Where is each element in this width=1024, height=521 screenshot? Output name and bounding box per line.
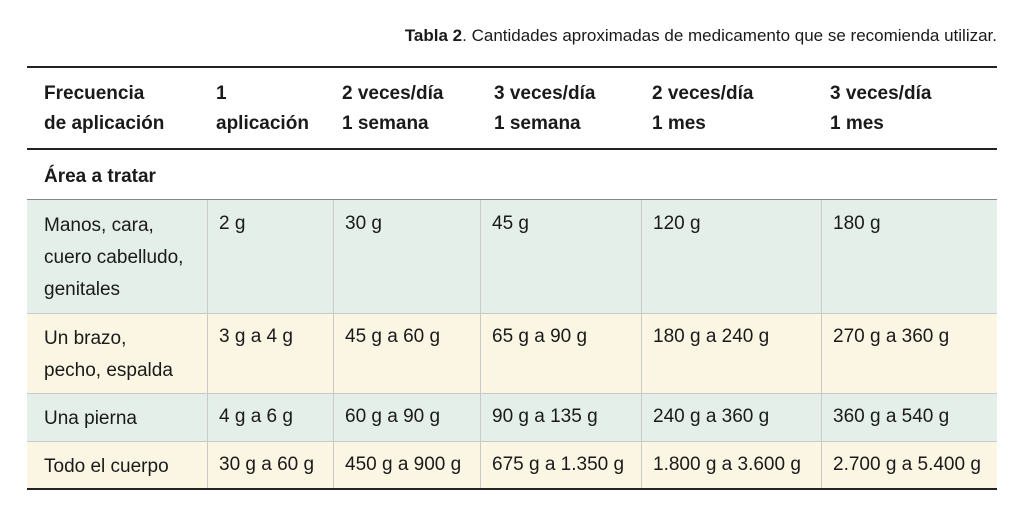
area-text: pecho, espalda bbox=[44, 360, 173, 381]
cell: 90 g a 135 g bbox=[492, 406, 598, 427]
cell: 3 g a 4 g bbox=[219, 326, 293, 347]
col-rule bbox=[207, 441, 208, 489]
area-text: Manos, cara, bbox=[44, 215, 154, 236]
area-text: cuero cabelludo, bbox=[44, 247, 184, 268]
cell: 270 g a 360 g bbox=[833, 326, 950, 347]
header-text: 1 semana bbox=[494, 113, 581, 134]
col-rule bbox=[641, 200, 642, 313]
rule bbox=[27, 199, 997, 200]
col-rule bbox=[333, 313, 334, 393]
col-rule bbox=[641, 313, 642, 393]
row-bg bbox=[27, 313, 997, 393]
cell: 675 g a 1.350 g bbox=[492, 454, 625, 475]
header-text: 1 mes bbox=[652, 113, 706, 134]
section-label: Área a tratar bbox=[44, 166, 156, 187]
col-rule bbox=[207, 200, 208, 313]
col-rule bbox=[480, 441, 481, 489]
col-rule bbox=[480, 313, 481, 393]
row-bg bbox=[27, 441, 997, 489]
col-rule bbox=[821, 313, 822, 393]
cell: 2 g bbox=[219, 213, 246, 234]
cell: 180 g a 240 g bbox=[653, 326, 770, 347]
caption: Tabla 2. Cantidades aproximadas de medic… bbox=[405, 26, 997, 46]
caption-text: . Cantidades aproximadas de medicamento … bbox=[462, 26, 997, 45]
cell: 360 g a 540 g bbox=[833, 406, 950, 427]
col-rule bbox=[821, 200, 822, 313]
col-rule bbox=[333, 393, 334, 441]
row-rule bbox=[27, 313, 997, 314]
row-rule bbox=[27, 393, 997, 394]
header-text: 2 veces/día bbox=[342, 83, 444, 104]
col-rule bbox=[641, 393, 642, 441]
header-text: 2 veces/día bbox=[652, 83, 754, 104]
rule bbox=[27, 488, 997, 490]
caption-label: Tabla 2 bbox=[404, 26, 463, 45]
rule bbox=[27, 148, 997, 150]
row-bg bbox=[27, 393, 997, 441]
col-rule bbox=[821, 393, 822, 441]
rule bbox=[27, 66, 997, 68]
cell: 450 g a 900 g bbox=[345, 454, 462, 475]
cell: 45 g bbox=[492, 213, 529, 234]
area-text: Un brazo, bbox=[44, 328, 127, 349]
area-text: Una pierna bbox=[44, 408, 137, 429]
area-text: genitales bbox=[44, 279, 121, 300]
header-text: de aplicación bbox=[44, 113, 165, 134]
header-text: 3 veces/día bbox=[830, 83, 932, 104]
header-text: 1 semana bbox=[342, 113, 429, 134]
cell: 30 g a 60 g bbox=[219, 454, 315, 475]
header-text: 1 mes bbox=[830, 113, 884, 134]
row-bg bbox=[27, 200, 997, 313]
area-text: Todo el cuerpo bbox=[44, 456, 169, 477]
col-rule bbox=[480, 200, 481, 313]
row-rule bbox=[27, 441, 997, 442]
col-rule bbox=[641, 441, 642, 489]
cell: 2.700 g a 5.400 g bbox=[833, 454, 981, 475]
col-rule bbox=[207, 393, 208, 441]
header-text: Frecuencia bbox=[44, 83, 145, 104]
cell: 4 g a 6 g bbox=[219, 406, 293, 427]
cell: 240 g a 360 g bbox=[653, 406, 770, 427]
col-rule bbox=[333, 200, 334, 313]
col-rule bbox=[480, 393, 481, 441]
cell: 1.800 g a 3.600 g bbox=[653, 454, 801, 475]
cell: 120 g bbox=[653, 213, 701, 234]
col-rule bbox=[821, 441, 822, 489]
col-rule bbox=[207, 313, 208, 393]
cell: 180 g bbox=[833, 213, 881, 234]
header-text: 3 veces/día bbox=[494, 83, 596, 104]
header-text: 1 bbox=[216, 83, 227, 104]
cell: 60 g a 90 g bbox=[345, 406, 441, 427]
cell: 65 g a 90 g bbox=[492, 326, 588, 347]
cell: 45 g a 60 g bbox=[345, 326, 441, 347]
header-text: aplicación bbox=[216, 113, 309, 134]
col-rule bbox=[333, 441, 334, 489]
cell: 30 g bbox=[345, 213, 382, 234]
